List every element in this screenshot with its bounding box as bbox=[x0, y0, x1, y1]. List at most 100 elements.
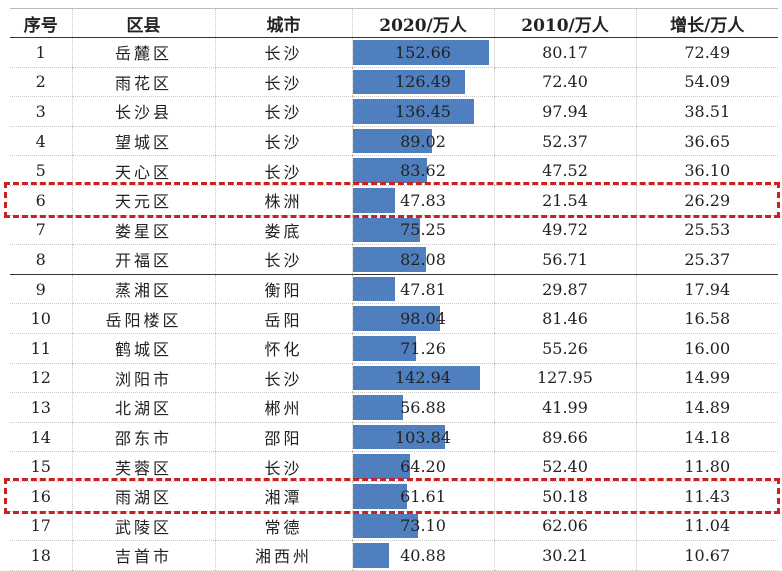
table-row: 16 雨湖区 湘潭 61.61 50.18 11.43 bbox=[10, 481, 778, 512]
pop2020-value: 142.94 bbox=[395, 368, 451, 388]
table-row: 2 雨花区 长沙 126.49 72.40 54.09 bbox=[10, 67, 778, 98]
district-cell: 武陵区 bbox=[71, 511, 215, 542]
table-row: 15 芙蓉区 长沙 64.20 52.40 11.80 bbox=[10, 451, 778, 482]
city-cell: 长沙 bbox=[214, 96, 352, 127]
city-cell: 湘潭 bbox=[214, 481, 352, 512]
pop2020-cell: 152.66 bbox=[351, 37, 494, 68]
growth-cell: 14.89 bbox=[635, 392, 778, 423]
pop2010-cell: 52.37 bbox=[493, 126, 636, 157]
header-2010: 2010/万人 bbox=[493, 8, 636, 38]
pop2020-value: 82.08 bbox=[400, 249, 446, 269]
pop2020-cell: 47.83 bbox=[351, 185, 494, 216]
pop2020-cell: 40.88 bbox=[351, 540, 494, 571]
header-district: 区县 bbox=[71, 8, 215, 38]
pop2020-bar bbox=[352, 365, 480, 391]
rank-cell: 4 bbox=[10, 126, 72, 157]
pop2020-cell: 83.62 bbox=[351, 155, 494, 186]
header-growth: 增长/万人 bbox=[635, 8, 778, 38]
rank-cell: 2 bbox=[10, 67, 72, 98]
table-row: 3 长沙县 长沙 136.45 97.94 38.51 bbox=[10, 96, 778, 127]
rank-cell: 7 bbox=[10, 215, 72, 246]
pop2020-value: 98.04 bbox=[400, 309, 446, 329]
pop2020-value: 61.61 bbox=[400, 486, 446, 506]
population-table-container: 序号 区县 城市 2020/万人 2010/万人 增长/万人 1 岳麓区 长沙 152… bbox=[4, 8, 780, 571]
pop2020-value: 73.10 bbox=[400, 516, 446, 536]
header-rank: 序号 bbox=[10, 8, 72, 38]
rank-cell: 5 bbox=[10, 155, 72, 186]
table-row: 6 天元区 株洲 47.83 21.54 26.29 bbox=[10, 185, 778, 216]
city-cell: 长沙 bbox=[214, 126, 352, 157]
growth-cell: 17.94 bbox=[635, 274, 778, 305]
rank-cell: 11 bbox=[10, 333, 72, 364]
header-row: 序号 区县 城市 2020/万人 2010/万人 增长/万人 bbox=[10, 8, 778, 38]
district-cell: 北湖区 bbox=[71, 392, 215, 423]
growth-cell: 16.58 bbox=[635, 303, 778, 334]
pop2020-cell: 47.81 bbox=[351, 274, 494, 305]
pop2020-value: 40.88 bbox=[400, 545, 446, 565]
pop2010-cell: 81.46 bbox=[493, 303, 636, 334]
growth-cell: 14.18 bbox=[635, 422, 778, 453]
pop2020-cell: 103.84 bbox=[351, 422, 494, 453]
district-cell: 雨湖区 bbox=[71, 481, 215, 512]
pop2010-cell: 50.18 bbox=[493, 481, 636, 512]
table-row: 17 武陵区 常德 73.10 62.06 11.04 bbox=[10, 511, 778, 542]
pop2010-cell: 89.66 bbox=[493, 422, 636, 453]
district-cell: 岳阳楼区 bbox=[71, 303, 215, 334]
rank-cell: 9 bbox=[10, 274, 72, 305]
population-table: 序号 区县 城市 2020/万人 2010/万人 增长/万人 1 岳麓区 长沙 152… bbox=[10, 8, 778, 571]
city-cell: 长沙 bbox=[214, 244, 352, 275]
pop2020-cell: 136.45 bbox=[351, 96, 494, 127]
pop2020-value: 47.83 bbox=[400, 190, 446, 210]
city-cell: 株洲 bbox=[214, 185, 352, 216]
rank-cell: 17 bbox=[10, 511, 72, 542]
pop2020-value: 56.88 bbox=[400, 397, 446, 417]
table-row: 4 望城区 长沙 89.02 52.37 36.65 bbox=[10, 126, 778, 157]
table-row: 1 岳麓区 长沙 152.66 80.17 72.49 bbox=[10, 37, 778, 68]
rank-cell: 14 bbox=[10, 422, 72, 453]
pop2010-cell: 80.17 bbox=[493, 37, 636, 68]
city-cell: 长沙 bbox=[214, 37, 352, 68]
pop2020-bar bbox=[352, 158, 427, 183]
pop2020-cell: 126.49 bbox=[351, 67, 494, 98]
rank-cell: 12 bbox=[10, 363, 72, 394]
header-city: 城市 bbox=[214, 8, 352, 38]
district-cell: 鹤城区 bbox=[71, 333, 215, 364]
table-row: 13 北湖区 郴州 56.88 41.99 14.89 bbox=[10, 392, 778, 423]
growth-cell: 36.65 bbox=[635, 126, 778, 157]
pop2010-cell: 97.94 bbox=[493, 96, 636, 127]
pop2020-bar bbox=[352, 513, 418, 539]
pop2020-cell: 56.88 bbox=[351, 392, 494, 423]
growth-cell: 14.99 bbox=[635, 363, 778, 394]
pop2020-value: 152.66 bbox=[395, 42, 451, 62]
pop2020-cell: 89.02 bbox=[351, 126, 494, 157]
table-row: 11 鹤城区 怀化 71.26 55.26 16.00 bbox=[10, 333, 778, 364]
pop2020-value: 75.25 bbox=[400, 220, 446, 240]
district-cell: 开福区 bbox=[71, 244, 215, 275]
pop2020-cell: 64.20 bbox=[351, 451, 494, 482]
pop2020-bar bbox=[352, 69, 466, 95]
pop2020-cell: 98.04 bbox=[351, 303, 494, 334]
pop2020-bar bbox=[352, 454, 410, 479]
growth-cell: 26.29 bbox=[635, 185, 778, 216]
pop2010-cell: 56.71 bbox=[493, 244, 636, 275]
pop2020-bar bbox=[352, 217, 420, 243]
city-cell: 长沙 bbox=[214, 155, 352, 186]
table-row: 9 蒸湘区 衡阳 47.81 29.87 17.94 bbox=[10, 274, 778, 305]
pop2020-bar bbox=[352, 247, 426, 272]
pop2020-cell: 82.08 bbox=[351, 244, 494, 275]
table-body: 1 岳麓区 长沙 152.66 80.17 72.49 2 雨花区 长沙 126.49 72.40 5… bbox=[10, 37, 778, 571]
pop2020-value: 136.45 bbox=[395, 101, 451, 121]
pop2020-bar bbox=[352, 99, 475, 124]
city-cell: 郴州 bbox=[214, 392, 352, 423]
table-row: 18 吉首市 湘西州 40.88 30.21 10.67 bbox=[10, 540, 778, 571]
pop2020-cell: 75.25 bbox=[351, 215, 494, 246]
district-cell: 浏阳市 bbox=[71, 363, 215, 394]
pop2020-bar bbox=[352, 187, 396, 213]
city-cell: 岳阳 bbox=[214, 303, 352, 334]
pop2020-bar bbox=[352, 483, 408, 509]
pop2020-value: 64.20 bbox=[400, 457, 446, 477]
district-cell: 邵东市 bbox=[71, 422, 215, 453]
pop2020-value: 103.84 bbox=[395, 427, 451, 447]
pop2020-cell: 71.26 bbox=[351, 333, 494, 364]
pop2010-cell: 55.26 bbox=[493, 333, 636, 364]
